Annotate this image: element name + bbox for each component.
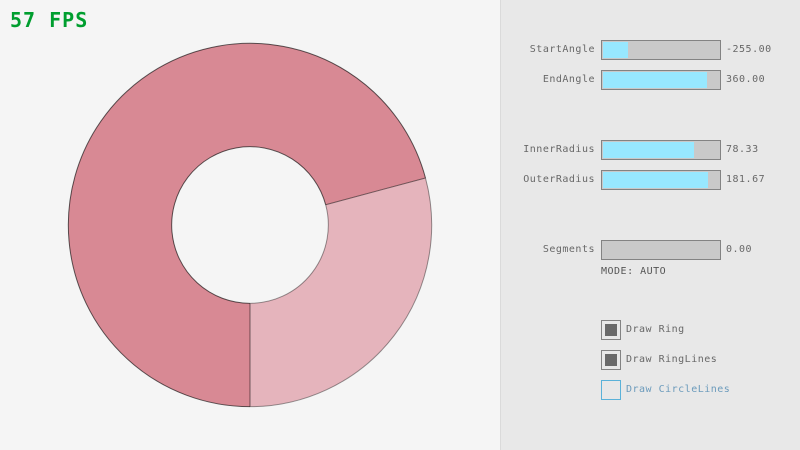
- slider-fill: [603, 72, 707, 88]
- inner-radius-label: InnerRadius: [523, 144, 595, 155]
- ring-radial-line-end: [325, 177, 426, 206]
- draw-ringlines-checkbox[interactable]: [601, 350, 621, 370]
- mode-label: MODE: AUTO: [601, 266, 667, 277]
- start-angle-label: StartAngle: [529, 44, 595, 55]
- fps-counter: 57 FPS: [10, 8, 89, 32]
- segments-value: 0.00: [726, 244, 753, 255]
- draw-ring-label: Draw Ring: [626, 324, 685, 335]
- checkmark: [605, 324, 617, 336]
- draw-circlelines-checkbox[interactable]: [601, 380, 621, 400]
- end-angle-label: EndAngle: [542, 74, 595, 85]
- start-angle-slider[interactable]: [601, 40, 721, 60]
- ring-outline-inner-light: [249, 204, 329, 304]
- ring-sector-dark: [68, 43, 426, 407]
- slider-fill: [603, 172, 708, 188]
- control-panel: StartAngle -255.00 EndAngle 360.00 Inner…: [500, 0, 800, 450]
- outer-radius-label: OuterRadius: [523, 174, 595, 185]
- checkmark: [605, 354, 617, 366]
- start-angle-value: -255.00: [726, 44, 772, 55]
- draw-circlelines-label: Draw CircleLines: [626, 384, 731, 395]
- ring-sector-light: [250, 177, 432, 407]
- draw-ring-checkbox[interactable]: [601, 320, 621, 340]
- end-angle-slider[interactable]: [601, 70, 721, 90]
- end-angle-value: 360.00: [726, 74, 766, 85]
- ring-outline-outer-dark: [67, 42, 426, 408]
- segments-label: Segments: [542, 244, 595, 255]
- outer-radius-value: 181.67: [726, 174, 766, 185]
- draw-ringlines-label: Draw RingLines: [626, 354, 718, 365]
- ring-outline-outer-light: [249, 177, 433, 408]
- segments-slider[interactable]: [601, 240, 721, 260]
- inner-radius-slider[interactable]: [601, 140, 721, 160]
- outer-radius-slider[interactable]: [601, 170, 721, 190]
- ring-outline-inner-dark: [171, 146, 327, 304]
- inner-radius-value: 78.33: [726, 144, 759, 155]
- slider-fill: [603, 42, 628, 58]
- slider-fill: [603, 142, 694, 158]
